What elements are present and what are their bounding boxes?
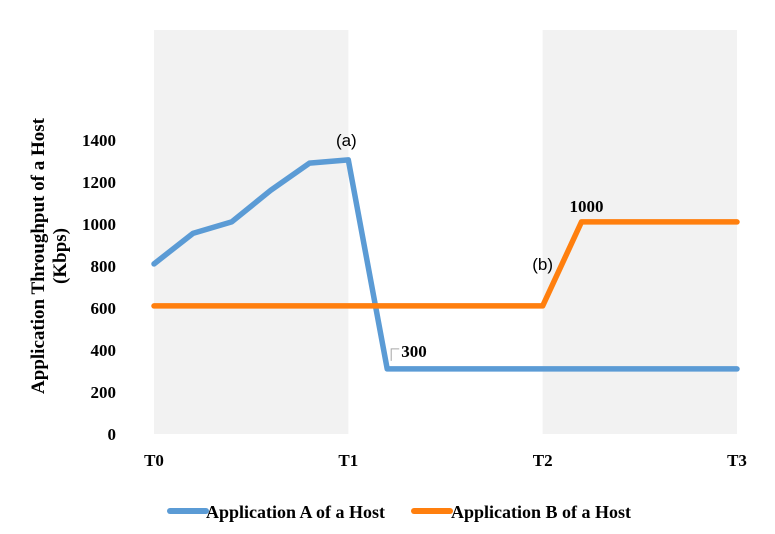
y-axis-label-line: (Kbps) (50, 228, 71, 284)
annotations: (a) (b) (336, 131, 553, 274)
annotation-label: (b) (532, 255, 553, 274)
x-tick-label: T2 (533, 451, 553, 470)
shaded-band-0 (154, 30, 349, 434)
series-line-0 (151, 157, 740, 372)
legend: Application A of a Host Application B of … (167, 502, 631, 522)
data-label: 300 (401, 342, 427, 361)
x-axis-ticks: T0 T1 T2 T3 (144, 451, 747, 470)
series-lines (151, 157, 740, 372)
y-tick-label: 800 (91, 257, 117, 276)
y-tick-label: 600 (91, 299, 117, 318)
y-tick-label: 400 (91, 341, 117, 360)
y-axis-label-line: Application Throughput of a Host (28, 117, 49, 394)
y-tick-label: 1000 (82, 215, 116, 234)
x-tick-label: T0 (144, 451, 164, 470)
y-tick-label: 0 (108, 425, 117, 444)
y-tick-label: 1200 (82, 173, 116, 192)
annotation-label: (a) (336, 131, 357, 150)
y-axis-ticks: 0 200 400 600 800 1000 1200 1400 (82, 131, 116, 444)
data-label-leader (390, 348, 400, 361)
y-axis-label: Application Throughput of a Host(Kbps) (28, 117, 71, 394)
shaded-intervals (154, 30, 737, 434)
legend-entry: Application A of a Host (206, 502, 385, 522)
shaded-band-1 (542, 30, 737, 434)
data-label: 1000 (570, 197, 604, 216)
data-labels: 300 1000 (390, 197, 604, 361)
legend-entry: Application B of a Host (451, 502, 631, 522)
y-tick-label: 1400 (82, 131, 116, 150)
x-tick-label: T3 (727, 451, 747, 470)
y-tick-label: 200 (91, 383, 117, 402)
series-line-1 (151, 219, 740, 309)
x-tick-label: T1 (338, 451, 358, 470)
